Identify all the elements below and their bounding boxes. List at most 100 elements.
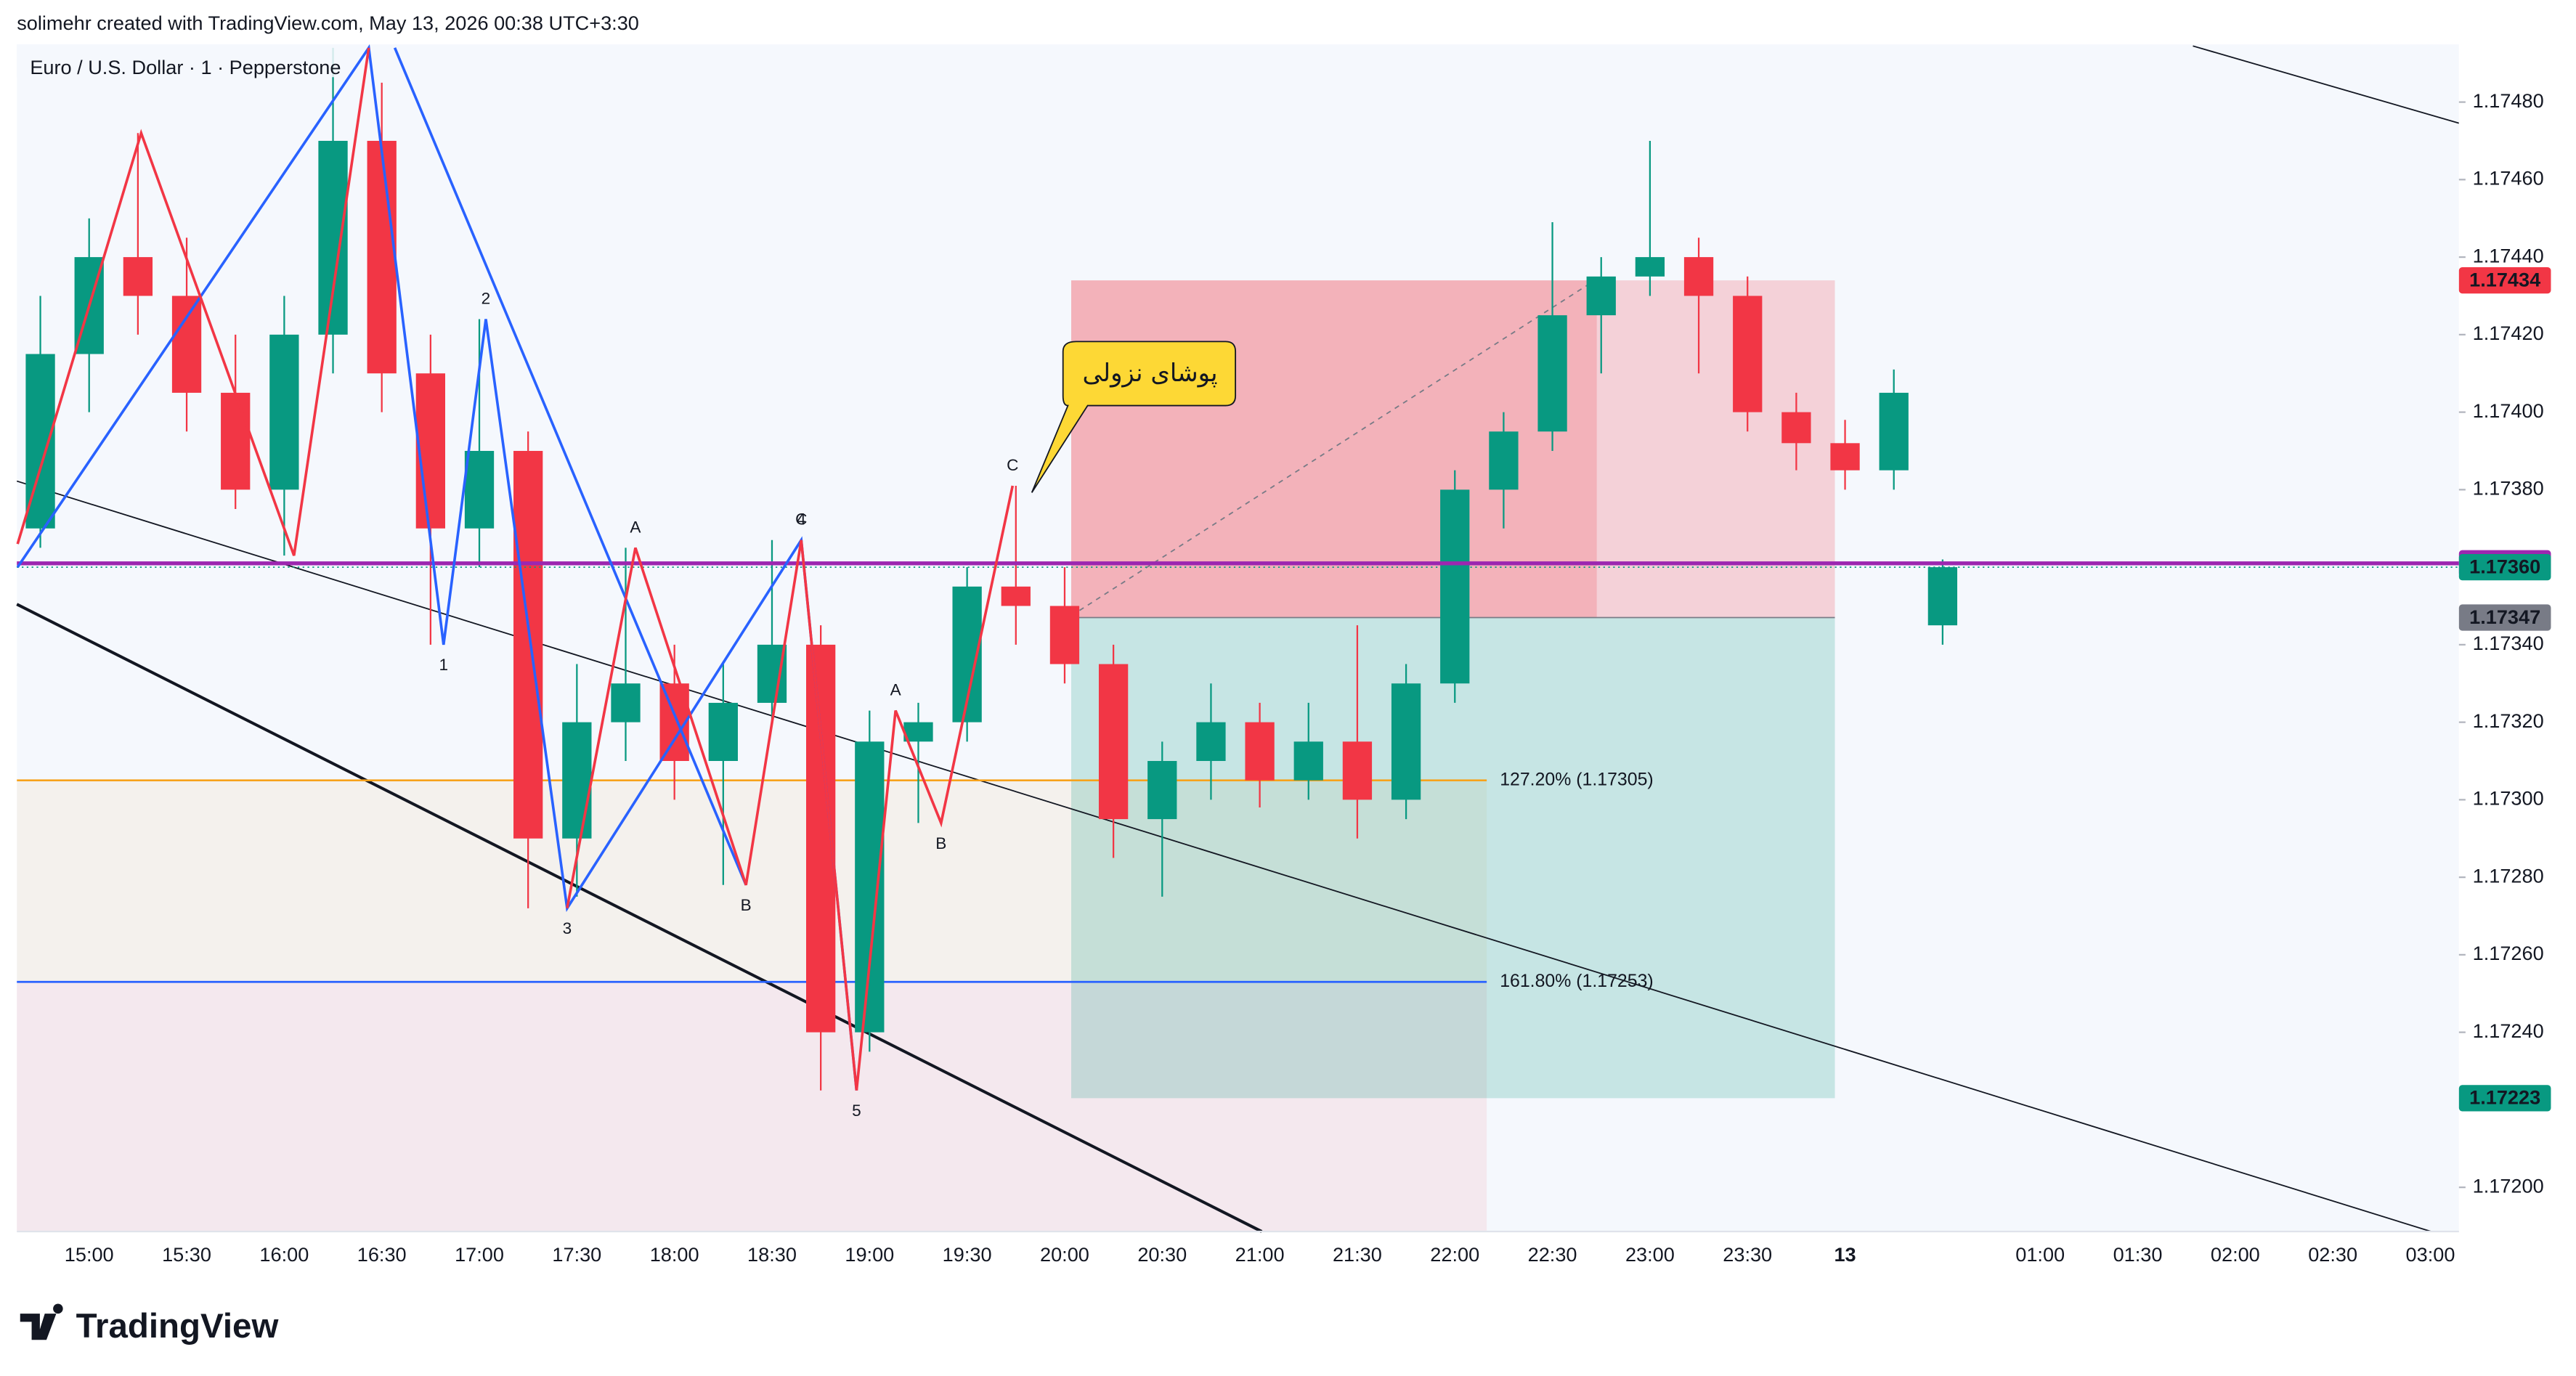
wave-line bbox=[855, 485, 1015, 1091]
candle-body bbox=[855, 741, 885, 1033]
candle-body bbox=[1733, 296, 1763, 412]
candle-body bbox=[611, 683, 641, 722]
wave-label: A bbox=[890, 680, 902, 699]
x-tick-label: 23:00 bbox=[1625, 1243, 1675, 1266]
candle-body bbox=[1098, 664, 1129, 820]
brand: TradingView bbox=[20, 1303, 280, 1346]
trend-line bbox=[16, 480, 2431, 1232]
x-tick-label: 17:30 bbox=[552, 1243, 601, 1266]
symbol-title: Euro / U.S. Dollar · 1 · Pepperstone bbox=[30, 56, 341, 78]
entry-price-label-bg bbox=[2458, 604, 2551, 631]
x-tick-label: 02:30 bbox=[2308, 1243, 2357, 1266]
candle-body bbox=[367, 140, 397, 374]
wave-label: B bbox=[741, 896, 752, 914]
y-tick-label: 1.17340 bbox=[2473, 632, 2544, 654]
candle-body bbox=[562, 722, 592, 839]
candle-body bbox=[1830, 443, 1860, 471]
y-tick-label: 1.17260 bbox=[2473, 942, 2544, 964]
candle-body bbox=[171, 296, 202, 393]
candle-body bbox=[221, 392, 251, 490]
last-price-label-bg bbox=[2458, 554, 2551, 581]
candle-body bbox=[1001, 586, 1031, 606]
y-tick-label: 1.17420 bbox=[2473, 322, 2544, 344]
candle-body bbox=[1537, 315, 1567, 432]
wave-label: C bbox=[795, 510, 807, 529]
candle-body bbox=[1781, 412, 1811, 444]
x-tick-label: 16:00 bbox=[259, 1243, 309, 1266]
candle-body bbox=[1196, 722, 1226, 762]
y-tick-label: 1.17240 bbox=[2473, 1019, 2544, 1042]
price-axis bbox=[2458, 44, 2576, 1252]
target-price-label: 1.17223 bbox=[2469, 1086, 2540, 1109]
y-tick-label: 1.17320 bbox=[2473, 709, 2544, 732]
wave-label: 4 bbox=[797, 510, 806, 529]
candles-layer bbox=[25, 47, 1958, 1091]
candle-body bbox=[123, 257, 153, 296]
x-tick-label: 19:00 bbox=[845, 1243, 894, 1266]
y-tick-label: 1.17460 bbox=[2473, 167, 2544, 190]
candle-body bbox=[1586, 276, 1616, 316]
candle-body bbox=[1635, 257, 1665, 277]
target-price-label-bg bbox=[2458, 1085, 2551, 1112]
header-text: solimehr created with TradingView.com, M… bbox=[17, 12, 639, 34]
x-tick-label: 20:00 bbox=[1040, 1243, 1089, 1266]
fib-zone bbox=[17, 780, 1487, 982]
entry-price-label: 1.17347 bbox=[2469, 606, 2540, 628]
y-tick-label: 1.17380 bbox=[2473, 477, 2544, 500]
x-tick-label: 18:30 bbox=[747, 1243, 797, 1266]
x-tick-label: 15:30 bbox=[162, 1243, 211, 1266]
wave-label: 2 bbox=[482, 289, 491, 307]
x-tick-label: 01:30 bbox=[2113, 1243, 2163, 1266]
y-tick-label: 1.17480 bbox=[2473, 89, 2544, 112]
annotation-layer: 127.20% (1.17305) 161.80% (1.17253) 1 2 3 4 5 A… bbox=[16, 44, 2459, 1120]
candle-body bbox=[1391, 683, 1421, 800]
candle-body bbox=[1879, 392, 1909, 471]
x-tick-label: 01:00 bbox=[2015, 1243, 2065, 1266]
candle-body bbox=[1342, 741, 1373, 800]
candle-body bbox=[513, 450, 543, 839]
x-tick-label: 15:00 bbox=[65, 1243, 114, 1266]
brand-name: TradingView bbox=[76, 1307, 280, 1346]
callout: پوشای نزولی bbox=[1031, 341, 1237, 493]
candle-body bbox=[1683, 257, 1714, 296]
candle-body bbox=[1147, 761, 1177, 820]
candle-body bbox=[1489, 431, 1519, 490]
x-tick-label: 20:30 bbox=[1137, 1243, 1187, 1266]
x-tick-label: 16:30 bbox=[357, 1243, 407, 1266]
fib-zone bbox=[17, 982, 1487, 1232]
wave-label: 5 bbox=[852, 1102, 861, 1120]
candle-body bbox=[708, 702, 738, 762]
x-tick-label: 17:00 bbox=[455, 1243, 504, 1266]
candle-body bbox=[903, 722, 933, 742]
wave-label: 3 bbox=[563, 919, 572, 937]
wave-label: A bbox=[630, 518, 641, 536]
wave-line bbox=[393, 47, 747, 886]
wave-line bbox=[16, 47, 370, 556]
trend-line bbox=[2193, 45, 2460, 124]
candle-body bbox=[464, 450, 495, 529]
candle-body bbox=[1927, 567, 1958, 626]
y-tick-label: 1.17400 bbox=[2473, 399, 2544, 422]
wave-label: 1 bbox=[439, 656, 448, 674]
x-tick-label: 21:30 bbox=[1333, 1243, 1382, 1266]
target-zone bbox=[1071, 617, 1835, 1099]
plot-area bbox=[17, 44, 2459, 1232]
stop-price-label: 1.17434 bbox=[2469, 268, 2540, 290]
x-tick-label: 23:30 bbox=[1723, 1243, 1772, 1266]
x-tick-label: 02:00 bbox=[2211, 1243, 2260, 1266]
callout-box bbox=[1031, 341, 1237, 493]
x-tick-label: 21:00 bbox=[1235, 1243, 1285, 1266]
title-bg bbox=[17, 44, 346, 78]
wave-label: C bbox=[1007, 456, 1018, 474]
channel-line bbox=[16, 603, 1263, 1233]
candle-body bbox=[1440, 489, 1470, 684]
y-tick-label: 1.17300 bbox=[2473, 787, 2544, 810]
candle-body bbox=[318, 140, 348, 335]
stop-price-label-bg bbox=[2458, 267, 2551, 294]
candle-body bbox=[415, 373, 446, 529]
y-tick-label: 1.17200 bbox=[2473, 1174, 2544, 1197]
candle-body bbox=[1245, 722, 1275, 781]
candle-body bbox=[269, 334, 299, 490]
